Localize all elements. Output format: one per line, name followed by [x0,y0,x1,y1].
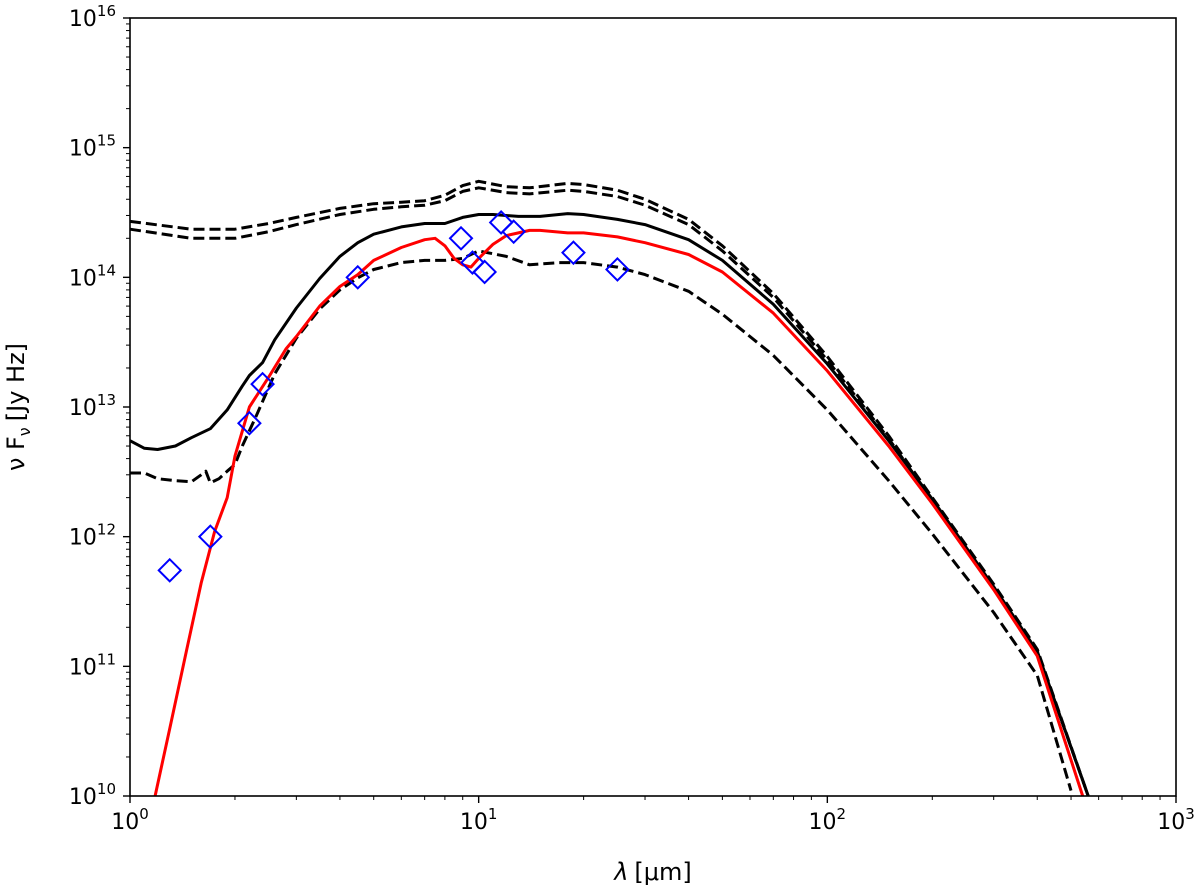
observed-point [561,240,586,266]
y-tick-label: 1016 [69,2,116,32]
x-tick-base: 10 [111,810,139,835]
y-tick-label: 1011 [69,650,116,680]
x-tick-exp: 3 [1185,805,1195,823]
observed-point [605,257,630,282]
x-tick-base: 10 [809,810,837,835]
observed-point [345,264,371,290]
observed-point [488,210,514,235]
observed-point [197,524,223,550]
y-axis-label-subscript: ν [15,427,34,436]
y-axis-label: ν Fν [Jy Hz] [2,343,34,471]
x-tick-exp: 1 [488,805,498,823]
x-axis-label-symbol: λ [612,858,628,886]
x-axis-label-unit: [μm] [634,858,691,886]
x-tick-base: 10 [460,810,488,835]
y-axis-label-unit: [Jy Hz] [2,343,30,421]
y-tick-label: 1012 [69,521,116,551]
y-tick-label: 1010 [69,780,116,810]
y-tick-exp: 14 [97,261,116,279]
y-tick-base: 10 [69,7,97,32]
y-tick-base: 10 [69,526,97,551]
observed-point [448,225,474,251]
y-axis-label-prefix: ν F [2,436,30,471]
series-line-model-dashed-lower [130,249,1073,792]
y-tick-label: 1015 [69,132,116,162]
x-axis-label: λ [μm] [612,858,692,886]
y-tick-label: 1014 [69,261,116,291]
x-tick-label: 100 [111,805,149,835]
observed-point [460,250,485,275]
series-group [129,179,1090,797]
observed-point [236,410,262,436]
series-line-model-dashed-middle [129,186,1090,797]
y-tick-exp: 11 [97,650,116,668]
plot-frame [129,17,1177,797]
observed-point [250,371,275,397]
y-tick-exp: 12 [97,521,116,539]
series-line-model-dashed-upper [129,179,1090,797]
x-tick-label: 103 [1157,805,1195,835]
y-tick-exp: 10 [97,780,116,798]
observed-point [501,219,527,245]
y-tick-base: 10 [69,137,97,162]
y-tick-exp: 16 [97,2,116,20]
y-tick-base: 10 [69,266,97,291]
observed-point [472,259,498,285]
x-tick-label: 102 [809,805,847,835]
x-tick-label: 101 [460,805,498,835]
observed-point [157,557,183,583]
y-tick-exp: 13 [97,391,116,409]
y-tick-base: 10 [69,655,97,680]
y-tick-label: 1013 [69,391,116,421]
x-tick-exp: 0 [139,805,149,823]
y-tick-base: 10 [69,396,97,421]
x-tick-base: 10 [1157,810,1185,835]
y-tick-exp: 15 [97,132,116,150]
x-tick-exp: 2 [837,805,847,823]
y-tick-base: 10 [69,785,97,810]
series-line-model-solid [129,212,1090,797]
observed-markers-group [157,210,630,583]
